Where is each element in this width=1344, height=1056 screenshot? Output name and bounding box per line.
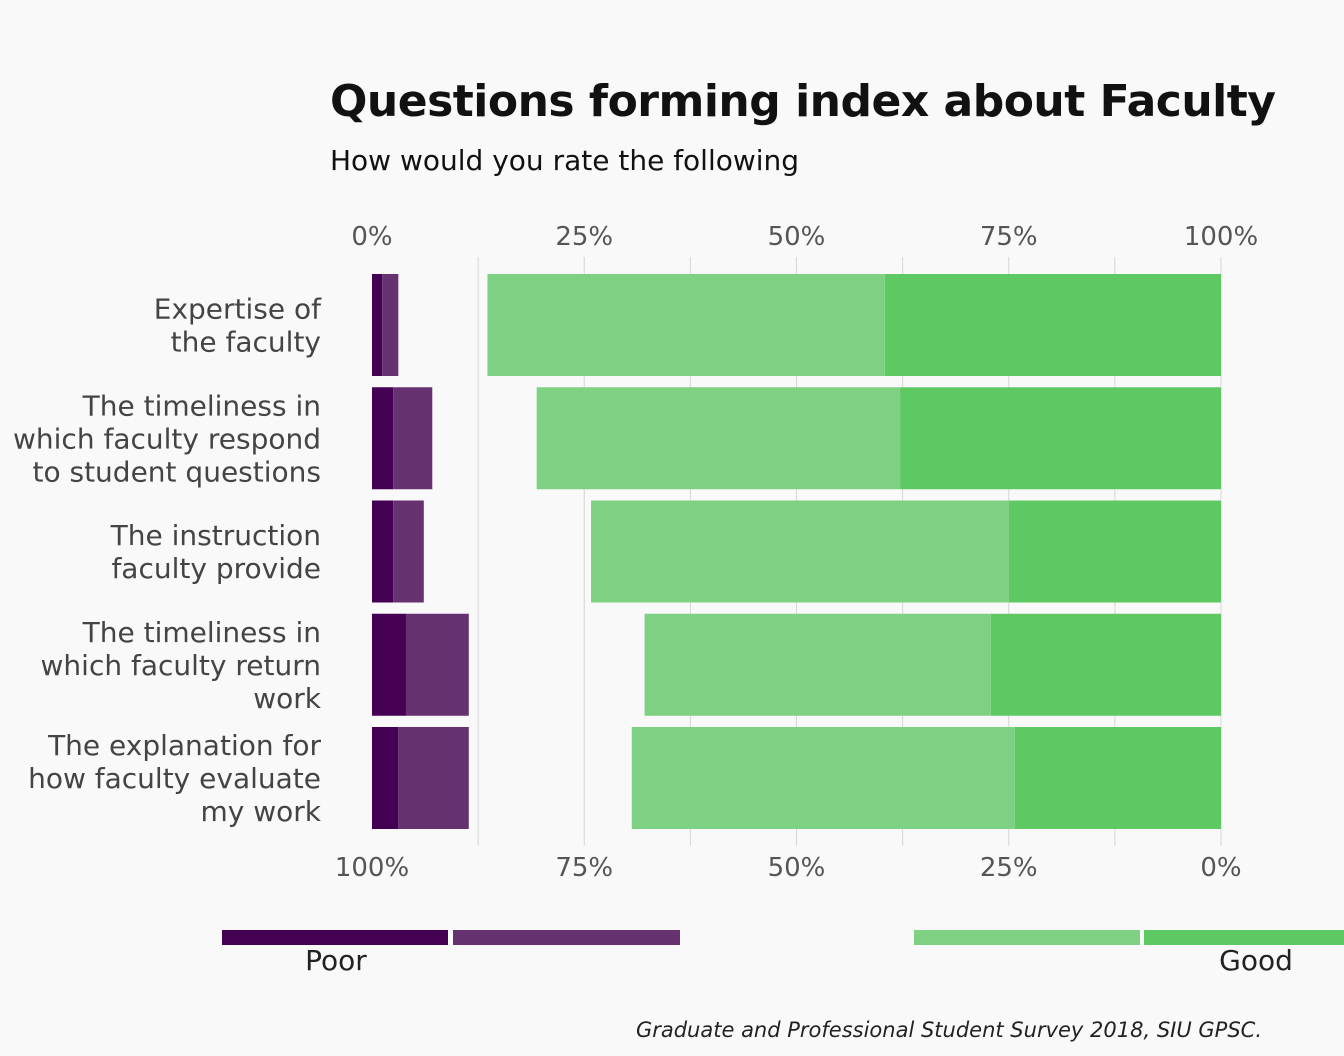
legend-label-poor: Poor <box>305 944 367 977</box>
bottom-tick-label: 100% <box>335 853 409 883</box>
category-label: how faculty evaluate <box>28 762 321 795</box>
top-tick-label: 25% <box>555 222 613 252</box>
category-label: the faculty <box>171 326 321 359</box>
bars <box>372 274 1221 829</box>
bar-segment <box>382 274 399 376</box>
top-tick-label: 50% <box>768 222 826 252</box>
bar-segment <box>591 500 1009 603</box>
bottom-tick-label: 0% <box>1200 853 1241 883</box>
chart-subtitle: How would you rate the following <box>330 144 799 177</box>
legend-key <box>914 930 1140 945</box>
category-label: The timeliness in <box>82 616 321 649</box>
legend-label-good: Good <box>1219 944 1293 977</box>
bar-segment <box>884 274 1221 376</box>
bar-segment <box>990 613 1221 716</box>
category-label: faculty provide <box>111 552 321 585</box>
bar-segment <box>393 500 424 603</box>
bottom-tick-label: 50% <box>768 853 826 883</box>
category-label: The instruction <box>110 519 321 552</box>
bar-segment <box>487 274 885 376</box>
legend-key <box>1144 930 1344 945</box>
top-tick-label: 100% <box>1184 222 1258 252</box>
top-axis: 0% 25% 50% 75% 100% <box>351 222 1258 252</box>
top-tick-label: 75% <box>980 222 1038 252</box>
bar-segment <box>405 613 469 716</box>
category-label: The timeliness in <box>82 389 321 422</box>
bar-segment <box>1008 500 1221 603</box>
bottom-tick-label: 25% <box>980 853 1038 883</box>
bar-segment <box>393 387 433 490</box>
bar-segment <box>644 613 991 716</box>
legend: Poor Good <box>222 930 1344 977</box>
chart-caption: Graduate and Professional Student Survey… <box>636 1018 1262 1042</box>
bar-segment <box>372 613 406 716</box>
category-label: Expertise of <box>154 293 322 326</box>
bar-segment <box>372 387 394 490</box>
bar-segment <box>536 387 901 490</box>
category-label: to student questions <box>32 455 321 488</box>
bottom-tick-label: 75% <box>555 853 613 883</box>
legend-key <box>222 930 448 945</box>
bar-segment <box>631 727 1015 829</box>
category-label: my work <box>200 795 321 828</box>
bottom-axis: 100% 75% 50% 25% 0% <box>335 853 1242 883</box>
chart-title: Questions forming index about Faculty <box>330 76 1275 127</box>
category-label: which faculty return <box>41 649 321 682</box>
bar-segment <box>398 727 469 829</box>
top-tick-label: 0% <box>351 222 392 252</box>
category-label: which faculty respond <box>13 422 321 455</box>
bar-segment <box>372 500 394 603</box>
bar-segment <box>1014 727 1221 829</box>
bar-segment <box>900 387 1221 490</box>
legend-key <box>453 930 680 945</box>
bar-segment <box>372 727 399 829</box>
category-label: The explanation for <box>47 729 321 762</box>
bar-segment <box>372 274 383 376</box>
category-label: work <box>253 682 322 715</box>
